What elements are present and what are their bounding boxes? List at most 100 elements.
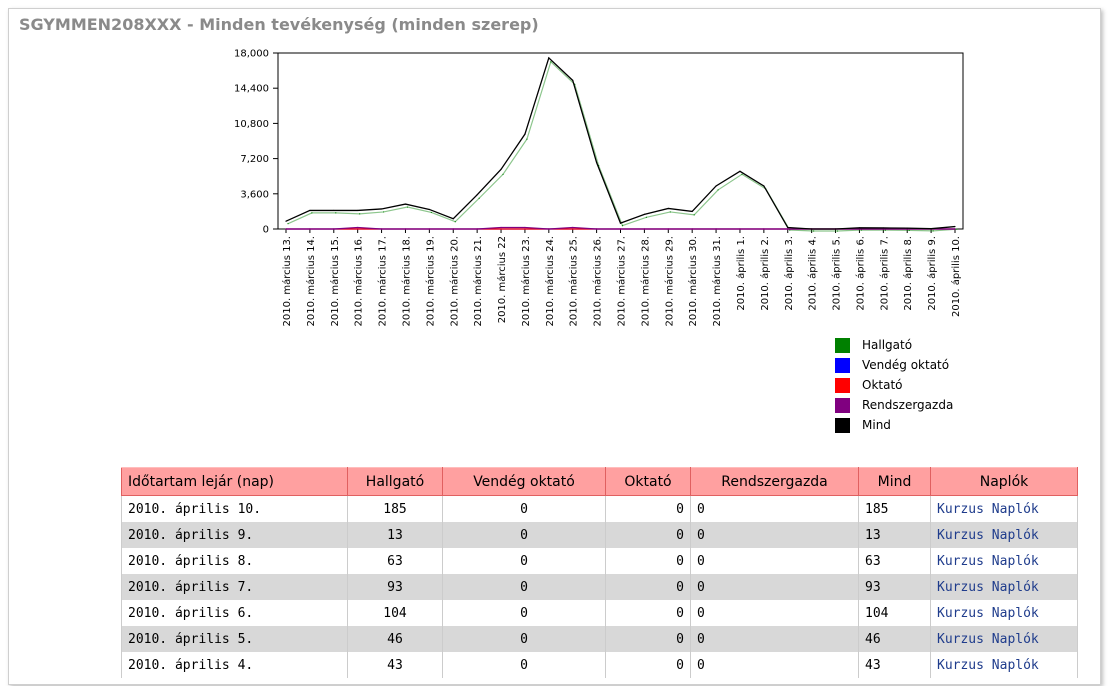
legend-label: Oktató xyxy=(862,378,903,392)
col-header-vendeg-oktato[interactable]: Vendég oktató xyxy=(442,467,606,496)
cell-date: 2010. április 8. xyxy=(121,548,348,574)
table-row: 2010. április 4. 43 0 0 0 43 Kurzus Naplók xyxy=(121,652,1078,678)
data-point xyxy=(787,228,789,230)
data-point xyxy=(309,209,311,212)
data-point xyxy=(596,228,598,230)
data-point xyxy=(691,210,693,212)
x-tick-label: 2010. április 9. xyxy=(926,236,938,311)
x-tick-label: 2010. március 21. xyxy=(472,236,484,326)
course-logs-link[interactable]: Kurzus Naplók xyxy=(937,657,1039,673)
cell-oktato: 0 xyxy=(605,522,691,548)
table-header-row: Időtartam lejár (nap) Hallgató Vendég ok… xyxy=(121,467,1078,496)
col-header-date[interactable]: Időtartam lejár (nap) xyxy=(121,467,348,496)
x-tick-label: 2010. április 3. xyxy=(783,236,795,311)
legend-label: Hallgató xyxy=(862,338,913,352)
data-point xyxy=(382,211,385,213)
data-point xyxy=(834,228,837,230)
table-row: 2010. április 8. 63 0 0 0 63 Kurzus Naplók xyxy=(121,548,1078,574)
data-point xyxy=(335,212,337,214)
cell-oktato: 0 xyxy=(605,600,691,626)
cell-naplok: Kurzus Naplók xyxy=(930,574,1078,600)
course-logs-link[interactable]: Kurzus Naplók xyxy=(937,553,1039,569)
col-header-naplok: Naplók xyxy=(930,467,1078,496)
data-point xyxy=(357,226,359,229)
cell-vendeg-oktato: 0 xyxy=(442,574,606,600)
course-logs-link[interactable]: Kurzus Naplók xyxy=(937,579,1039,595)
legend-label: Vendég oktató xyxy=(862,358,950,372)
cell-hallgato: 13 xyxy=(347,522,443,548)
data-point xyxy=(476,194,478,196)
x-tick-label: 2010. április 5. xyxy=(831,236,843,311)
data-point xyxy=(548,228,550,230)
table-row: 2010. április 9. 13 0 0 0 13 Kurzus Naplók xyxy=(121,522,1078,548)
course-logs-link[interactable]: Kurzus Naplók xyxy=(937,631,1039,647)
legend-swatch xyxy=(835,397,850,413)
data-point xyxy=(906,227,908,229)
legend-label: Rendszergazda xyxy=(862,398,954,412)
col-header-oktato[interactable]: Oktató xyxy=(605,467,691,496)
cell-rendszergazda: 0 xyxy=(690,626,859,652)
data-point xyxy=(428,208,430,211)
x-tick-label: 2010. március 17. xyxy=(377,236,389,326)
data-point xyxy=(691,228,693,230)
cell-rendszergazda: 0 xyxy=(690,652,859,678)
course-logs-link[interactable]: Kurzus Naplók xyxy=(937,605,1039,621)
data-point xyxy=(309,228,311,230)
data-point xyxy=(333,209,335,212)
cell-mind: 104 xyxy=(858,600,931,626)
x-tick-label: 2010. március 15. xyxy=(329,236,341,326)
cell-date: 2010. április 5. xyxy=(121,626,348,652)
cell-hallgato: 63 xyxy=(347,548,443,574)
data-point xyxy=(596,161,598,164)
data-point xyxy=(359,213,361,215)
data-point xyxy=(524,226,526,229)
cell-hallgato: 43 xyxy=(347,652,443,678)
legend-swatch xyxy=(835,337,850,353)
data-point xyxy=(430,211,432,214)
data-point xyxy=(954,225,956,228)
cell-rendszergazda: 0 xyxy=(690,600,859,626)
data-point xyxy=(908,229,910,231)
data-point xyxy=(380,208,383,210)
x-tick-label: 2010. március 23. xyxy=(520,236,532,326)
data-point xyxy=(930,228,932,230)
data-point xyxy=(478,197,480,199)
data-point xyxy=(526,138,528,140)
course-logs-link[interactable]: Kurzus Naplók xyxy=(937,501,1039,517)
data-point xyxy=(572,226,574,229)
table-row: 2010. április 6. 104 0 0 0 104 Kurzus Naplók xyxy=(121,600,1078,626)
data-point xyxy=(380,228,383,230)
cell-oktato: 0 xyxy=(605,574,691,600)
data-point xyxy=(667,228,669,230)
x-tick-label: 2010. március 29. xyxy=(663,236,675,326)
y-tick-label: 0 xyxy=(263,225,269,236)
cell-oktato: 0 xyxy=(605,495,691,522)
cell-mind: 46 xyxy=(858,626,931,652)
data-point xyxy=(741,173,743,175)
table-row: 2010. április 5. 46 0 0 0 46 Kurzus Naplók xyxy=(121,626,1078,652)
x-tick-label: 2010. március 14. xyxy=(305,236,317,326)
data-point xyxy=(502,173,504,175)
cell-rendszergazda: 0 xyxy=(690,548,859,574)
data-point xyxy=(693,214,695,216)
x-tick-label: 2010. április 8. xyxy=(902,236,914,311)
data-point xyxy=(858,227,861,229)
data-point xyxy=(287,223,289,225)
chart-legend: Hallgató Vendég oktató Oktató Rendszergazda… xyxy=(835,335,953,435)
legend-item: Vendég oktató xyxy=(835,355,953,375)
cell-rendszergazda: 0 xyxy=(690,522,859,548)
course-logs-link[interactable]: Kurzus Naplók xyxy=(937,527,1039,543)
cell-vendeg-oktato: 0 xyxy=(442,626,606,652)
col-header-rendszergazda[interactable]: Rendszergazda xyxy=(690,467,859,496)
col-header-hallgato[interactable]: Hallgató xyxy=(347,467,443,496)
x-tick-label: 2010. március 16. xyxy=(353,236,365,326)
cell-naplok: Kurzus Naplók xyxy=(930,495,1078,522)
data-point xyxy=(621,225,624,227)
data-point xyxy=(667,207,669,210)
col-header-mind[interactable]: Mind xyxy=(858,467,931,496)
data-point xyxy=(285,228,287,230)
y-tick-label: 14,400 xyxy=(234,84,269,95)
activity-line-chart: 0 3,600 7,200 10,800 14,400 18,000 2010. márci… xyxy=(234,49,964,326)
y-tick-label: 10,800 xyxy=(234,119,269,130)
data-point xyxy=(884,229,886,231)
